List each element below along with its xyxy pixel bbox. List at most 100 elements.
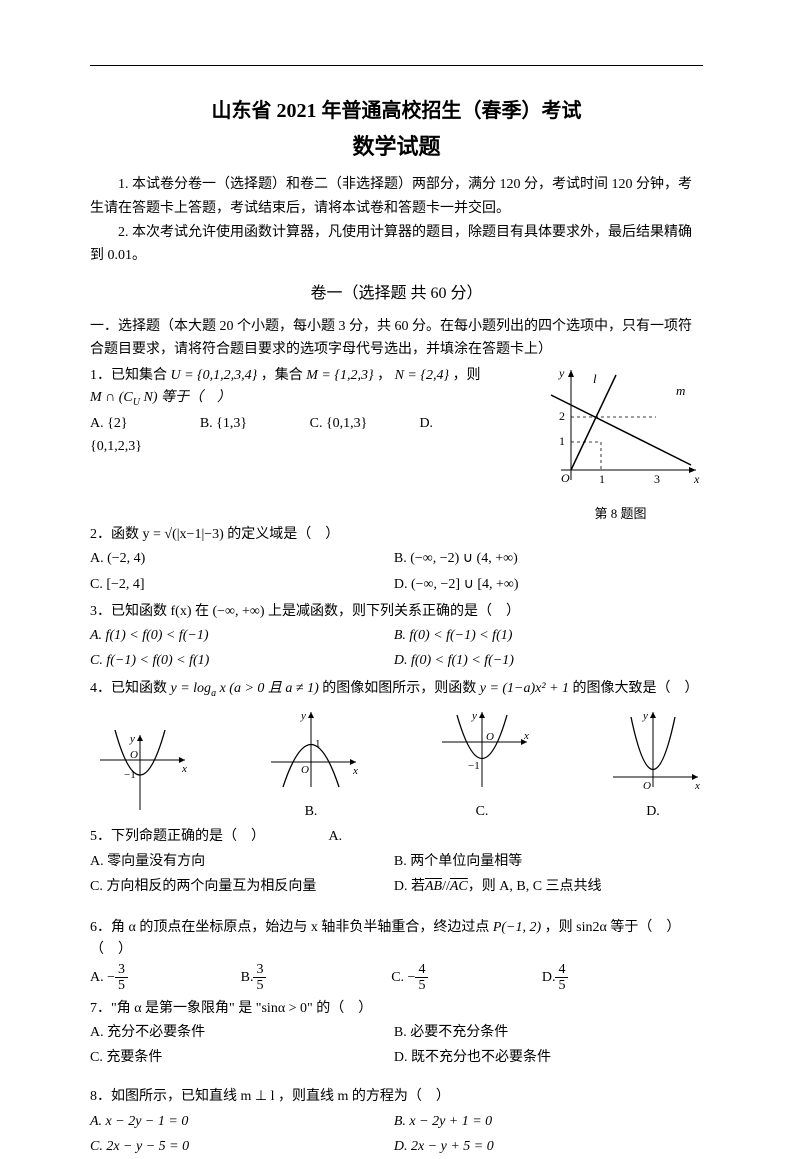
q6-opt-c: C. −45 — [391, 962, 538, 994]
q5-d-mid: // — [442, 874, 450, 899]
svg-text:y: y — [558, 366, 565, 380]
svg-text:1: 1 — [599, 472, 605, 486]
svg-text:−1: −1 — [468, 760, 480, 772]
section1-title: 卷一（选择题 共 60 分） — [90, 282, 703, 306]
q1-line2b: N) 等于（ ） — [144, 390, 232, 405]
q4-fn2: x (a > 0 且 a ≠ 1) — [220, 681, 319, 696]
question-8: 8．如图所示，已知直线 m ⊥ l ，则直线 m 的方程为（ ） A. x − … — [90, 1086, 703, 1159]
exam-title-line2: 数学试题 — [90, 130, 703, 163]
top-rule — [90, 65, 703, 66]
figure-q8-svg: x y O 1 3 1 2 l m — [541, 365, 701, 495]
q8-opt-d: D. 2x − y + 5 = 0 — [394, 1134, 694, 1159]
q6-d-den: 5 — [555, 978, 568, 993]
q3-opt-b: B. f(0) < f(−1) < f(1) — [394, 623, 694, 648]
svg-text:x: x — [352, 765, 358, 777]
svg-text:2: 2 — [559, 409, 565, 423]
q2-opt-c: C. [−2, 4] — [90, 572, 390, 597]
question-6: 6．角 α 的顶点在坐标原点，始边与 x 轴非负半轴重合，终边过点 P(−1, … — [90, 917, 703, 994]
figure-q8-caption: 第 8 题图 — [538, 504, 703, 524]
section1-intro: 一．选择题（本大题 20 个小题，每小题 3 分，共 60 分。在每小题列出的四… — [90, 316, 703, 361]
q2-opt-b: B. (−∞, −2) ∪ (4, +∞) — [394, 546, 694, 571]
q4-graphs: x y O −1 x y O 1 B. — [90, 707, 703, 822]
q6-b-pre: B. — [241, 965, 254, 990]
svg-text:x: x — [694, 780, 700, 792]
q6-c-den: 5 — [415, 978, 428, 993]
q1-opt-d2: {0,1,2,3} — [90, 436, 533, 457]
instruction-1: 1. 本试卷分卷一（选择题）和卷二（非选择题）两部分，满分 120 分，考试时间… — [90, 173, 703, 221]
svg-text:O: O — [561, 471, 570, 485]
svg-text:3: 3 — [654, 472, 660, 486]
q6-opt-a: A. −35 — [90, 962, 237, 994]
q6-P: P(−1, 2) — [493, 920, 541, 935]
q4-text-b: 的图像如图所示，则函数 — [322, 681, 480, 696]
q1-N: N = {2,4} — [395, 368, 449, 383]
svg-text:y: y — [129, 733, 135, 745]
question-3: 3．已知函数 f(x) 在 (−∞, +∞) 上是减函数，则下列关系正确的是（ … — [90, 601, 703, 674]
q4-label-c: C. — [432, 801, 532, 822]
q1-opt-b: B. {1,3} — [200, 411, 306, 436]
q1-text-b: ，集合 — [261, 368, 307, 383]
q1-text-c: ， — [377, 368, 391, 383]
svg-text:m: m — [676, 383, 685, 398]
q1-M: M = {1,2,3} — [306, 368, 373, 383]
q6-b-den: 5 — [253, 978, 266, 993]
svg-text:y: y — [471, 710, 477, 722]
q5-d-ab: AB — [425, 874, 442, 899]
svg-text:O: O — [486, 731, 494, 743]
svg-text:y: y — [300, 710, 306, 722]
svg-text:1: 1 — [559, 434, 565, 448]
q5-d-post: ，则 A, B, C 三点共线 — [468, 874, 602, 899]
question-1: 1．已知集合 U = {0,1,2,3,4} ，集合 M = {1,2,3} ，… — [90, 365, 533, 457]
q4-text-a: 4．已知函数 — [90, 681, 171, 696]
q6-c-pre: C. − — [391, 965, 415, 990]
svg-text:x: x — [181, 763, 187, 775]
q1-text-d: ，则 — [453, 368, 481, 383]
q6-a-pre: A. − — [90, 965, 115, 990]
q4-sub: a — [211, 687, 216, 698]
q6-c-num: 4 — [415, 962, 428, 978]
q4-text-c: 的图像大致是（ ） — [573, 681, 699, 696]
q5-opt-c: C. 方向相反的两个向量互为相反向量 — [90, 874, 390, 899]
q7-text: 7．"角 α 是第一象限角" 是 "sinα > 0" 的（ ） — [90, 998, 703, 1020]
q1-U: U = {0,1,2,3,4} — [171, 368, 258, 383]
question-7: 7．"角 α 是第一象限角" 是 "sinα > 0" 的（ ） A. 充分不必… — [90, 998, 703, 1071]
q8-opt-a: A. x − 2y − 1 = 0 — [90, 1109, 390, 1134]
q4-label-b: B. — [261, 801, 361, 822]
q5-opt-a: A. 零向量没有方向 — [90, 849, 390, 874]
instruction-2: 2. 本次考试允许使用函数计算器，凡使用计算器的题目，除题目有具体要求外，最后结… — [90, 221, 703, 269]
q4-label-d: D. — [603, 801, 703, 822]
q7-opt-d: D. 既不充分也不必要条件 — [394, 1045, 694, 1070]
q7-opt-c: C. 充要条件 — [90, 1045, 390, 1070]
q3-opt-a: A. f(1) < f(0) < f(−1) — [90, 623, 390, 648]
q1-opt-d: D. — [419, 411, 525, 436]
q1-line2a: M ∩ (C — [90, 390, 133, 405]
exam-title-line1: 山东省 2021 年普通高校招生（春季）考试 — [90, 96, 703, 126]
q4-graph-d: x y O D. — [603, 707, 703, 822]
q1-text-a: 1．已知集合 — [90, 368, 171, 383]
q5-d-pre: D. 若 — [394, 874, 425, 899]
q2-opt-d: D. (−∞, −2] ∪ [4, +∞) — [394, 572, 694, 597]
instructions-block: 1. 本试卷分卷一（选择题）和卷二（非选择题）两部分，满分 120 分，考试时间… — [90, 173, 703, 268]
q8-opt-c: C. 2x − y − 5 = 0 — [90, 1134, 390, 1159]
svg-text:O: O — [301, 764, 309, 776]
q4-fn: y = log — [171, 681, 212, 696]
svg-text:x: x — [693, 472, 700, 486]
q5-text: 5．下列命题正确的是（ ） — [90, 829, 265, 844]
q5-opt-d: D. 若 AB // AC，则 A, B, C 三点共线 — [394, 874, 694, 899]
svg-text:y: y — [642, 710, 648, 722]
q3-opt-c: C. f(−1) < f(0) < f(1) — [90, 648, 390, 673]
q8-text: 8．如图所示，已知直线 m ⊥ l ，则直线 m 的方程为（ ） — [90, 1086, 703, 1108]
q6-d-num: 4 — [555, 962, 568, 978]
q6-a-num: 3 — [115, 962, 128, 978]
q4-label-a-inline: A. — [329, 829, 343, 844]
q6-d-pre: D. — [542, 965, 556, 990]
q5-d-ac: AC — [450, 874, 468, 899]
q8-opt-b: B. x − 2y + 1 = 0 — [394, 1109, 694, 1134]
q3-text: 3．已知函数 f(x) 在 (−∞, +∞) 上是减函数，则下列关系正确的是（ … — [90, 601, 703, 623]
q2-opt-a: A. (−2, 4) — [90, 546, 390, 571]
q4-graph-c: x y O −1 C. — [432, 707, 532, 822]
q1-and-figure: x y O 1 3 1 2 l m 第 8 题图 1．已知集合 U = {0,1… — [90, 365, 703, 520]
q3-opt-d: D. f(0) < f(1) < f(−1) — [394, 648, 694, 673]
q1-opt-c: C. {0,1,3} — [310, 411, 416, 436]
question-2: 2．函数 y = √(|x−1|−3) 的定义域是（ ） A. (−2, 4) … — [90, 524, 703, 597]
